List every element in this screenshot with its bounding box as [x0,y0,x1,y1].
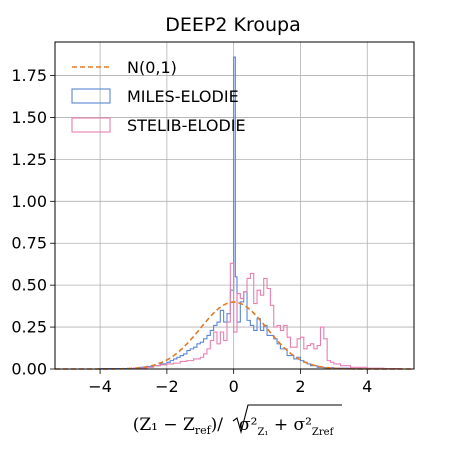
chart-title: DEEP2 Kroupa [165,14,300,36]
xlabel-sigma2: σ² [294,415,312,435]
y-tick-label: 1.50 [11,108,47,127]
x-tick-label: 0 [229,377,239,396]
xlabel-num-sub: ref [195,424,212,437]
xlabel-sigma1-sub: Z₁ [257,427,268,438]
y-tick-label: 1.75 [11,66,47,85]
series-stelib-elodie [66,262,404,370]
x-axis-label: (Z₁ − Zref)/σ²Z₁ + σ²Zref [133,415,335,438]
y-tick-label: 0.00 [11,360,47,379]
y-tick-label: 0.50 [11,276,47,295]
x-tick-label: −2 [155,377,179,396]
x-tick-label: 4 [362,377,372,396]
y-tick-label: 1.25 [11,150,47,169]
x-tick-label: −4 [88,377,112,396]
y-tick-label: 1.00 [11,192,47,211]
x-axis: −4 −2 0 2 4 [88,369,372,396]
xlabel-num: (Z₁ − Z [133,415,195,435]
xlabel-close: )/ [211,415,224,435]
y-axis: 0.00 0.25 0.50 0.75 1.00 1.25 1.50 1.75 [11,66,55,379]
legend: N(0,1) MILES-ELODIE STELIB-ELODIE [71,58,246,135]
legend-label: N(0,1) [127,58,177,77]
x-tick-label: 2 [295,377,305,396]
plot-frame [54,41,415,370]
y-tick-label: 0.25 [11,318,47,337]
legend-label: MILES-ELODIE [127,87,239,106]
xlabel-sigma1: σ² [239,415,257,435]
legend-swatch-miles-elodie [71,88,111,104]
xlabel-sigma2-sub: Zref [312,427,335,438]
legend-swatch-stelib-elodie [71,117,111,133]
y-tick-label: 0.75 [11,234,47,253]
xlabel-sqrt-sign [232,404,342,435]
xlabel-plus: + [268,415,293,435]
legend-label: STELIB-ELODIE [127,116,246,135]
